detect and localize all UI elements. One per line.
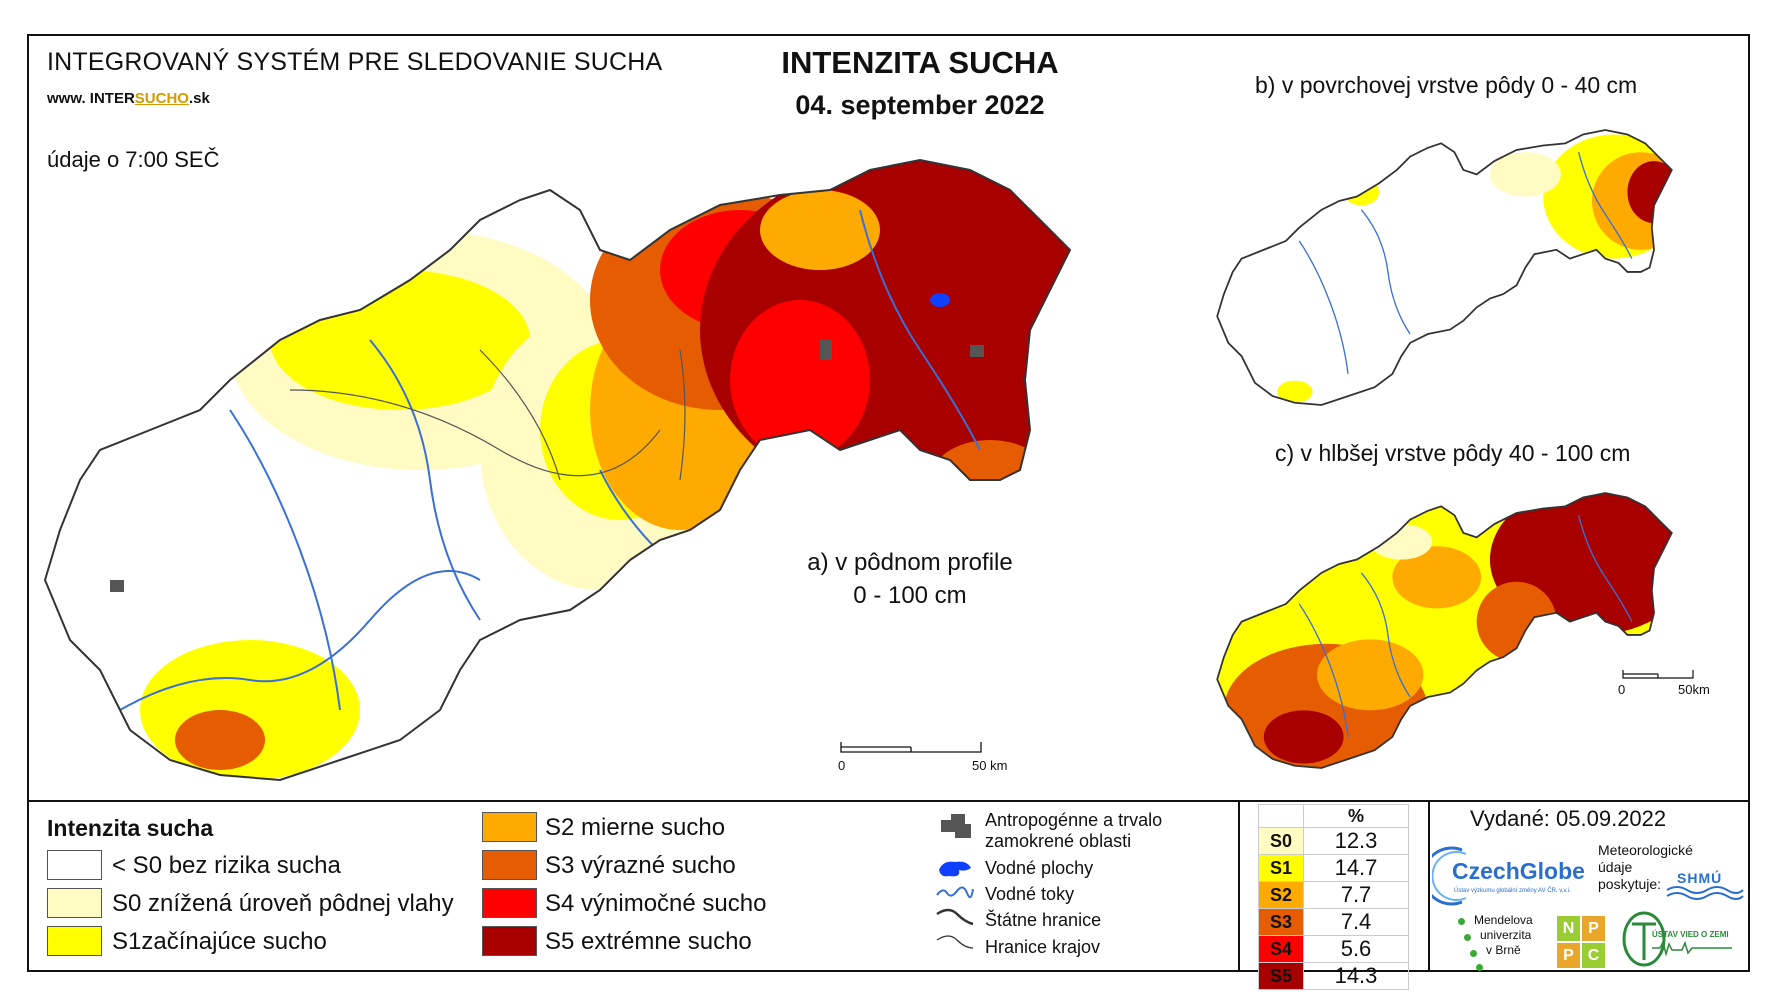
legend-swatch-below-s0: [47, 850, 102, 880]
shmu-logo: SHMÚ: [1665, 870, 1745, 900]
class-cell: S5: [1258, 962, 1304, 990]
czechglobe-logo: CzechGlobe Ústav výzkumu globální změny …: [1432, 840, 1597, 912]
website-link[interactable]: www. INTERSUCHO.sk: [47, 90, 210, 107]
main-title: INTENZITA SUCHA: [781, 45, 1059, 80]
map-a-label: a) v pôdnom profile 0 - 100 cm: [807, 549, 1013, 609]
class-cell: S0: [1258, 827, 1304, 855]
table-row: S4 5.6: [1258, 935, 1409, 963]
legend-label-s3: S3 výrazné sucho: [545, 852, 736, 879]
drought-percentage-table: % S0 12.3 S1 14.7 S2 7.7 S3 7.4 S4 5.6 S5 14.3: [1258, 804, 1409, 990]
legend-region-border-label: Hranice krajov: [985, 937, 1101, 957]
legend-label-below-s0: < S0 bez rizika sucha: [112, 852, 341, 879]
region-border-icon: [936, 935, 974, 949]
legend-swatch-s3: [482, 850, 537, 880]
value-cell: 14.7: [1303, 854, 1409, 882]
table-row: S0 12.3: [1258, 827, 1409, 855]
value-cell: 7.4: [1303, 908, 1409, 936]
table-row: S2 7.7: [1258, 881, 1409, 909]
legend-divider: [27, 800, 1750, 802]
percent-header: %: [1303, 804, 1409, 828]
value-cell: 12.3: [1303, 827, 1409, 855]
scale-bar-main: [840, 742, 982, 753]
scale-main-start: 0: [838, 758, 846, 773]
deep-layer-map: [1216, 492, 1673, 769]
legend-water-body-label: Vodné plochy: [985, 858, 1094, 878]
legend-vdivider-1: [1238, 800, 1240, 972]
map-frame: [27, 34, 1750, 972]
urban-area-icon: [941, 814, 971, 838]
legend-swatch-s1: [47, 926, 102, 956]
legend-label-s5: S5 extrémne sucho: [545, 928, 752, 955]
table-row: S5 14.3: [1258, 962, 1409, 990]
legend-label-s0: S0 znížená úroveň pôdnej vlahy: [112, 890, 454, 917]
scale-small-start: 0: [1618, 682, 1626, 697]
water-body-icon: [939, 861, 971, 877]
map-date: 04. september 2022: [795, 90, 1045, 120]
legend-swatch-s4: [482, 888, 537, 918]
system-title: INTEGROVANÝ SYSTÉM PRE SLEDOVANIE SUCHA: [47, 48, 663, 76]
scale-small-end: 50km: [1678, 682, 1710, 697]
value-cell: 14.3: [1303, 962, 1409, 990]
legend-swatch-s0: [47, 888, 102, 918]
value-cell: 5.6: [1303, 935, 1409, 963]
legend-vdivider-2: [1428, 800, 1430, 972]
legend-watercourse-label: Vodné toky: [985, 884, 1075, 904]
legend-urban-label: Antropogénne a trvalo zamokrené oblasti: [985, 810, 1163, 851]
map-b-label: b) v povrchovej vrstve pôdy 0 - 40 cm: [1255, 72, 1638, 98]
legend-state-border-label: Štátne hranice: [985, 910, 1102, 930]
class-cell: S1: [1258, 854, 1304, 882]
state-border-icon: [936, 908, 974, 926]
scale-main-end: 50 km: [972, 758, 1008, 773]
legend-swatch-s5: [482, 926, 537, 956]
meteo-provider-note: Meteorologické údaje poskytuje:: [1598, 842, 1693, 892]
map-c-label: c) v hlbšej vrstve pôdy 40 - 100 cm: [1275, 440, 1631, 466]
table-row: S1 14.7: [1258, 854, 1409, 882]
class-cell: S2: [1258, 881, 1304, 909]
legend-swatch-s2: [482, 812, 537, 842]
issued-date: Vydané: 05.09.2022: [1470, 806, 1667, 831]
surface-layer-map: [1216, 129, 1673, 406]
main-drought-map: [43, 158, 1072, 782]
legend-label-s1: S1začínajúce sucho: [112, 928, 327, 955]
mendel-university-logo: Mendelova univerzita v Brně: [1458, 912, 1558, 971]
data-time-note: údaje o 7:00 SEČ: [47, 147, 220, 172]
legend-label-s4: S4 výnimočné sucho: [545, 890, 767, 917]
watercourse-icon: [936, 886, 974, 899]
class-cell: S3: [1258, 908, 1304, 936]
earth-science-institute-logo: ÚSTAV VIED O ZEMI: [1622, 910, 1740, 968]
class-cell: S4: [1258, 935, 1304, 963]
table-row: S3 7.4: [1258, 908, 1409, 936]
nppc-logo: N P P C: [1557, 916, 1605, 968]
table-header-row: %: [1258, 804, 1409, 828]
value-cell: 7.7: [1303, 881, 1409, 909]
scale-bar-small: [1622, 670, 1694, 679]
legend-label-s2: S2 mierne sucho: [545, 814, 726, 841]
legend-title: Intenzita sucha: [47, 815, 214, 841]
